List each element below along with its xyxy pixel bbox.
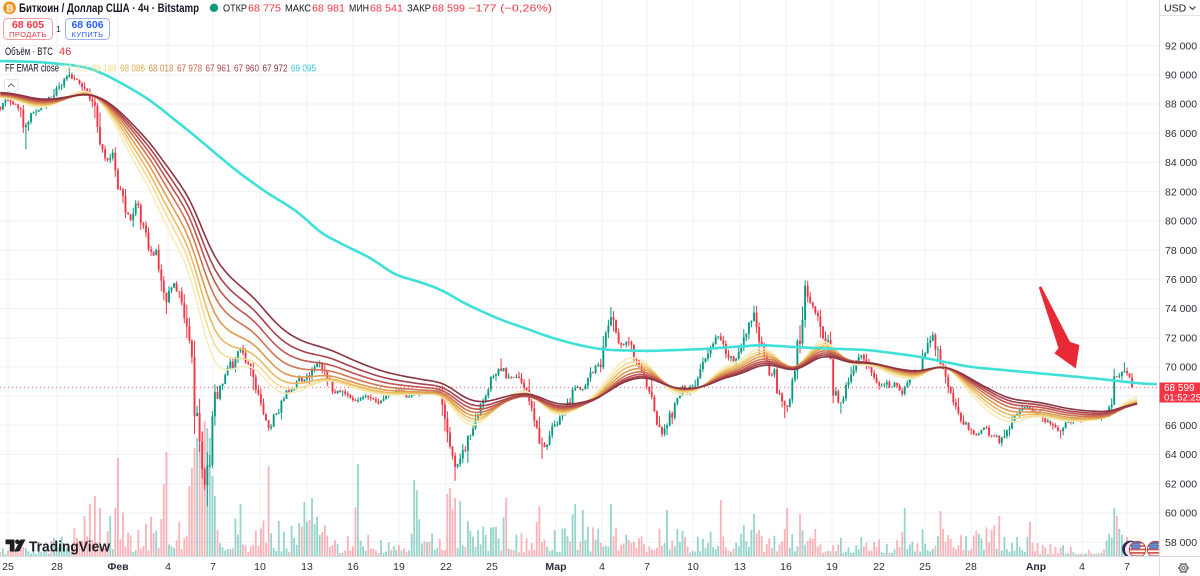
svg-text:67 960: 67 960 — [234, 62, 259, 74]
svg-text:68 189: 68 189 — [92, 62, 117, 74]
svg-text:78 000: 78 000 — [1165, 245, 1197, 257]
svg-text:4: 4 — [165, 561, 171, 573]
svg-text:Биткоин / Доллар США · 4ч · Bi: Биткоин / Доллар США · 4ч · Bitstamp — [19, 3, 199, 15]
svg-text:28: 28 — [965, 561, 977, 573]
svg-text:USD: USD — [1164, 3, 1187, 15]
svg-text:68 981: 68 981 — [312, 3, 345, 15]
svg-text:46: 46 — [59, 46, 71, 58]
svg-text:19: 19 — [826, 561, 838, 573]
svg-text:FF EMAR close: FF EMAR close — [5, 62, 59, 74]
svg-text:62 000: 62 000 — [1165, 479, 1197, 491]
svg-text:TradingView: TradingView — [29, 540, 111, 556]
svg-text:80 000: 80 000 — [1165, 216, 1197, 228]
svg-text:4: 4 — [599, 561, 605, 573]
svg-text:7: 7 — [210, 561, 216, 573]
svg-text:1: 1 — [56, 25, 61, 34]
svg-text:−177 (−0,26%): −177 (−0,26%) — [468, 3, 552, 15]
svg-text:7: 7 — [1124, 561, 1130, 573]
svg-text:7: 7 — [644, 561, 650, 573]
svg-text:68 606: 68 606 — [71, 19, 103, 31]
svg-text:МАКС: МАКС — [285, 3, 311, 15]
svg-text:КУПИТЬ: КУПИТЬ — [72, 30, 104, 39]
svg-text:13: 13 — [301, 561, 313, 573]
svg-text:Апр: Апр — [1026, 561, 1046, 573]
svg-text:64 000: 64 000 — [1165, 449, 1197, 461]
svg-text:Мар: Мар — [545, 561, 566, 573]
svg-text:68 599: 68 599 — [1164, 383, 1195, 394]
svg-text:70 000: 70 000 — [1165, 362, 1197, 374]
svg-text:10: 10 — [687, 561, 699, 573]
svg-text:10: 10 — [254, 561, 266, 573]
svg-text:68 541: 68 541 — [370, 3, 403, 15]
svg-text:28: 28 — [51, 561, 63, 573]
svg-text:69 095: 69 095 — [291, 62, 316, 74]
svg-text:68 775: 68 775 — [248, 3, 281, 15]
svg-text:68 605: 68 605 — [12, 19, 44, 31]
svg-text:82 000: 82 000 — [1165, 186, 1197, 198]
svg-text:ПРОДАТЬ: ПРОДАТЬ — [9, 30, 47, 39]
svg-text:67 961: 67 961 — [206, 62, 231, 74]
svg-text:84 000: 84 000 — [1165, 157, 1197, 169]
svg-text:86 000: 86 000 — [1165, 128, 1197, 140]
svg-text:16: 16 — [780, 561, 792, 573]
svg-text:60 000: 60 000 — [1165, 508, 1197, 520]
svg-text:90 000: 90 000 — [1165, 70, 1197, 82]
svg-text:ОТКР: ОТКР — [223, 3, 247, 15]
svg-text:25: 25 — [486, 561, 498, 573]
svg-text:68 086: 68 086 — [120, 62, 145, 74]
svg-text:68 018: 68 018 — [149, 62, 174, 74]
svg-text:22: 22 — [873, 561, 885, 573]
svg-text:Объём · BTC: Объём · BTC — [5, 46, 53, 58]
svg-text:92 000: 92 000 — [1165, 40, 1197, 52]
svg-text:МИН: МИН — [349, 3, 369, 15]
svg-text:25: 25 — [2, 561, 14, 573]
svg-text:13: 13 — [734, 561, 746, 573]
svg-text:88 000: 88 000 — [1165, 99, 1197, 111]
svg-text:68 599: 68 599 — [432, 3, 465, 15]
svg-text:76 000: 76 000 — [1165, 274, 1197, 286]
svg-text:67 972: 67 972 — [263, 62, 288, 74]
svg-text:58 000: 58 000 — [1165, 537, 1197, 549]
svg-text:68 302: 68 302 — [63, 62, 88, 74]
svg-text:22: 22 — [440, 561, 452, 573]
svg-text:16: 16 — [347, 561, 359, 573]
svg-text:74 000: 74 000 — [1165, 303, 1197, 315]
svg-text:01:52:25: 01:52:25 — [1164, 392, 1200, 403]
svg-text:4: 4 — [1079, 561, 1085, 573]
svg-text:25: 25 — [919, 561, 931, 573]
svg-text:₿: ₿ — [6, 4, 14, 15]
svg-text:72 000: 72 000 — [1165, 332, 1197, 344]
svg-text:Фев: Фев — [107, 561, 129, 573]
svg-text:19: 19 — [393, 561, 405, 573]
svg-text:67 978: 67 978 — [177, 62, 202, 74]
svg-text:ЗАКР: ЗАКР — [407, 3, 431, 15]
svg-text:66 000: 66 000 — [1165, 420, 1197, 432]
